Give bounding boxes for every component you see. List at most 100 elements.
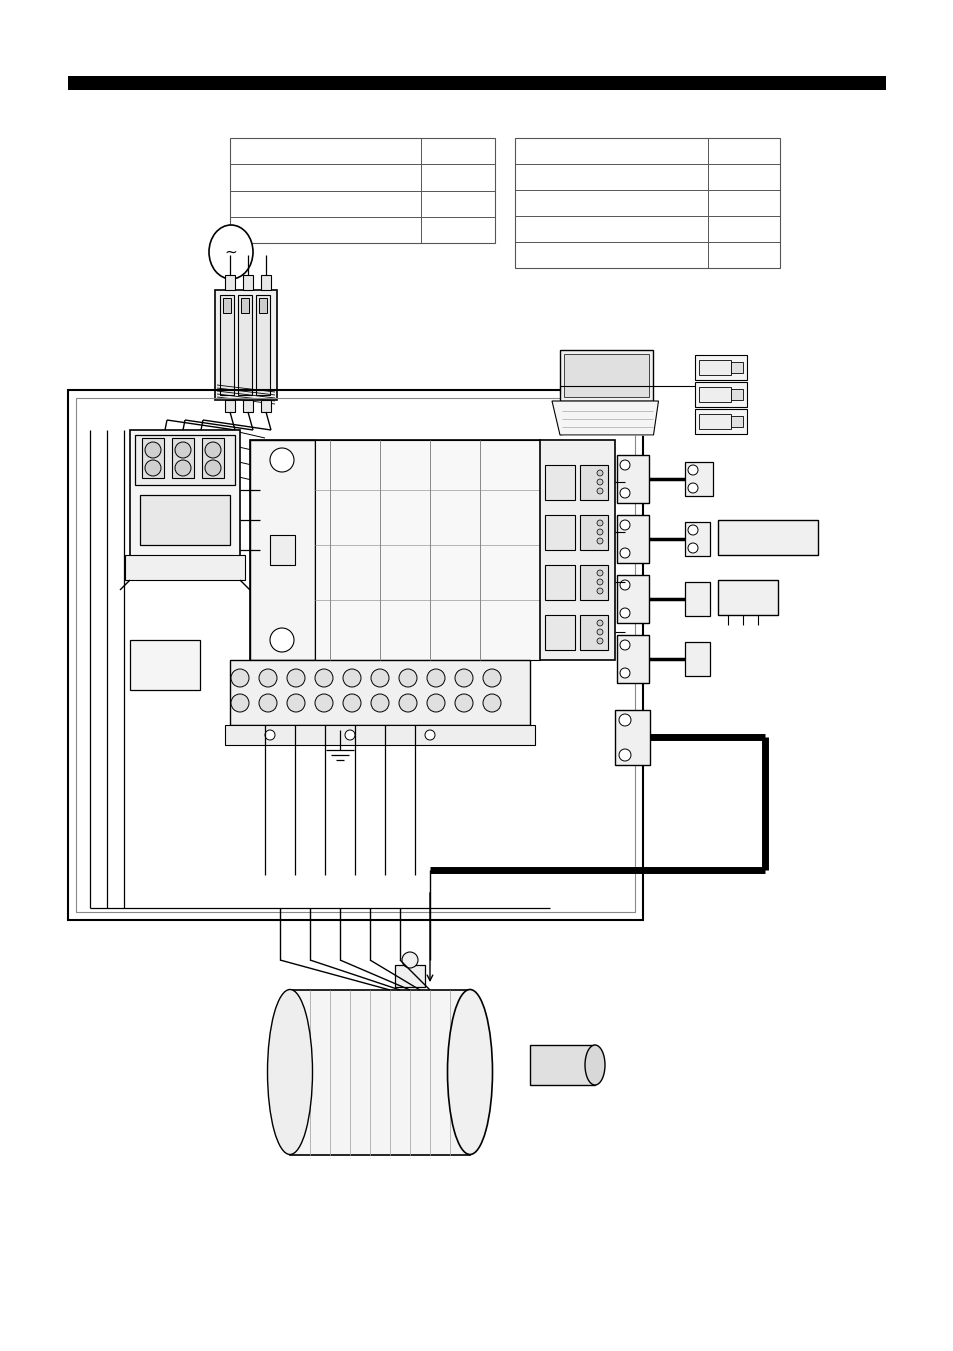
Ellipse shape xyxy=(597,538,602,544)
Bar xyxy=(695,355,746,380)
Ellipse shape xyxy=(314,694,333,712)
Ellipse shape xyxy=(287,669,305,688)
Ellipse shape xyxy=(231,694,249,712)
Bar xyxy=(225,400,234,412)
Bar xyxy=(225,276,234,290)
Bar xyxy=(579,515,607,550)
Bar xyxy=(579,465,607,500)
Bar xyxy=(579,565,607,600)
Bar xyxy=(214,290,276,400)
Ellipse shape xyxy=(270,449,294,471)
Ellipse shape xyxy=(398,694,416,712)
Ellipse shape xyxy=(174,442,191,458)
Ellipse shape xyxy=(343,669,360,688)
Bar xyxy=(135,435,234,485)
Ellipse shape xyxy=(455,669,473,688)
Bar xyxy=(250,440,314,661)
Ellipse shape xyxy=(597,580,602,585)
Bar xyxy=(699,413,730,430)
Ellipse shape xyxy=(424,730,435,740)
Bar xyxy=(140,494,230,544)
Bar xyxy=(730,416,742,427)
Bar xyxy=(130,640,200,690)
Ellipse shape xyxy=(265,730,274,740)
Bar xyxy=(615,711,649,765)
Bar xyxy=(617,576,648,623)
Polygon shape xyxy=(552,401,658,435)
Bar xyxy=(563,354,649,397)
Bar xyxy=(684,521,709,557)
Bar xyxy=(202,438,224,478)
Ellipse shape xyxy=(482,669,500,688)
Ellipse shape xyxy=(231,669,249,688)
Ellipse shape xyxy=(597,620,602,626)
Ellipse shape xyxy=(618,748,630,761)
Ellipse shape xyxy=(145,459,161,476)
Bar xyxy=(699,359,730,376)
Bar xyxy=(142,438,164,478)
Bar xyxy=(243,276,253,290)
Bar xyxy=(617,515,648,563)
Bar xyxy=(730,362,742,373)
Bar xyxy=(617,635,648,684)
Ellipse shape xyxy=(619,459,629,470)
Bar xyxy=(559,350,653,401)
Ellipse shape xyxy=(314,669,333,688)
Ellipse shape xyxy=(597,570,602,576)
Bar xyxy=(243,400,253,412)
Ellipse shape xyxy=(619,580,629,590)
Bar xyxy=(172,438,193,478)
Bar xyxy=(579,615,607,650)
Text: ~: ~ xyxy=(224,245,237,259)
Bar xyxy=(544,515,575,550)
Ellipse shape xyxy=(345,730,355,740)
Bar xyxy=(730,389,742,400)
Ellipse shape xyxy=(597,470,602,476)
Bar xyxy=(617,455,648,503)
Ellipse shape xyxy=(455,694,473,712)
Bar xyxy=(314,440,539,661)
Ellipse shape xyxy=(209,226,253,280)
Ellipse shape xyxy=(401,952,417,969)
Bar xyxy=(130,430,240,576)
Bar xyxy=(544,465,575,500)
Ellipse shape xyxy=(619,549,629,558)
Bar xyxy=(395,965,424,988)
Bar xyxy=(695,382,746,407)
Ellipse shape xyxy=(619,488,629,499)
Ellipse shape xyxy=(371,669,389,688)
Ellipse shape xyxy=(258,694,276,712)
Bar xyxy=(270,535,294,565)
Bar xyxy=(255,295,270,394)
Bar xyxy=(76,399,635,912)
Bar xyxy=(544,565,575,600)
Ellipse shape xyxy=(447,989,492,1155)
Bar xyxy=(684,582,709,616)
Ellipse shape xyxy=(619,640,629,650)
Ellipse shape xyxy=(619,667,629,678)
Bar xyxy=(230,661,530,725)
Ellipse shape xyxy=(482,694,500,712)
Ellipse shape xyxy=(343,694,360,712)
Bar xyxy=(250,440,539,661)
Bar xyxy=(237,295,252,394)
Ellipse shape xyxy=(597,588,602,594)
Ellipse shape xyxy=(205,442,221,458)
Bar xyxy=(290,990,470,1155)
Ellipse shape xyxy=(371,694,389,712)
Ellipse shape xyxy=(287,694,305,712)
Bar xyxy=(125,555,245,580)
Bar xyxy=(68,76,885,91)
Bar xyxy=(220,295,233,394)
Ellipse shape xyxy=(597,630,602,635)
Ellipse shape xyxy=(398,669,416,688)
Ellipse shape xyxy=(597,520,602,526)
Ellipse shape xyxy=(427,669,444,688)
Bar xyxy=(699,386,730,403)
Ellipse shape xyxy=(687,465,698,476)
Bar xyxy=(718,580,778,615)
Ellipse shape xyxy=(619,608,629,617)
Ellipse shape xyxy=(597,638,602,644)
Ellipse shape xyxy=(174,459,191,476)
Ellipse shape xyxy=(597,488,602,494)
